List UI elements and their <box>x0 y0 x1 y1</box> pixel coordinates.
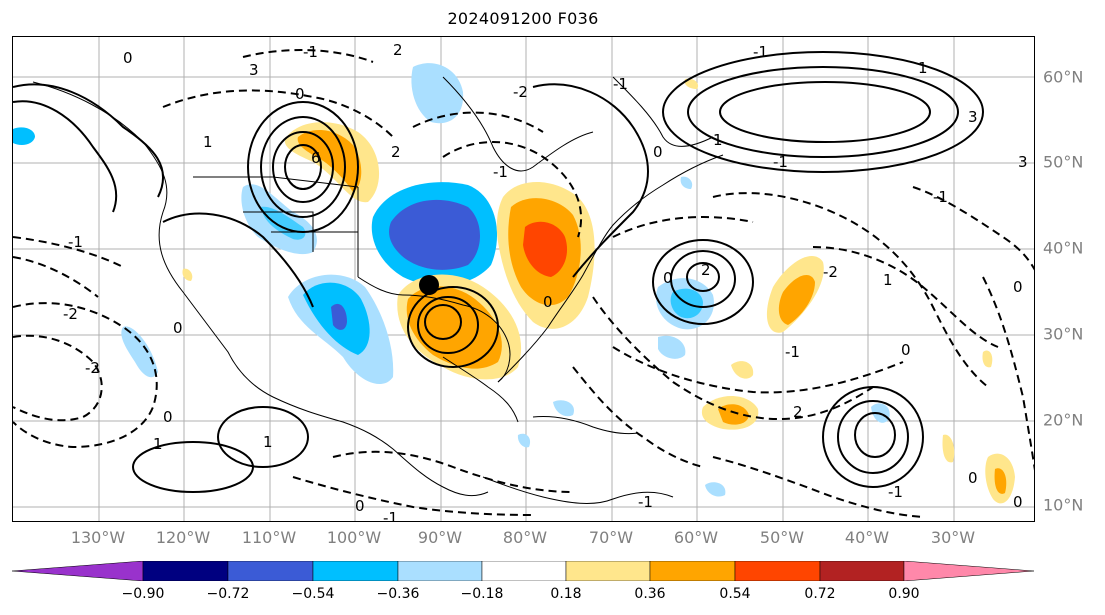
contour-label: -1 <box>613 75 628 93</box>
lon-label: 110°W <box>241 528 297 547</box>
colorbar-tick: 0.36 <box>634 586 666 602</box>
colorbar-cell <box>142 561 229 581</box>
contour-label: -1 <box>753 43 768 61</box>
lon-label: 60°W <box>673 528 719 547</box>
lat-label: 30°N <box>1043 324 1084 344</box>
colorbar-cell <box>481 561 567 581</box>
contour-label: 0 <box>123 49 133 67</box>
contour-label: 0 <box>901 341 911 359</box>
contour-label: 0 <box>543 293 553 311</box>
contour-label: -1 <box>785 343 800 361</box>
colorbar-tick: 0.90 <box>888 586 920 602</box>
contour-label: 0 <box>653 143 663 161</box>
colorbar-tick: 0.72 <box>804 586 836 602</box>
contour-label: 0 <box>663 269 673 287</box>
lon-label: 50°W <box>759 528 805 547</box>
colorbar-cell <box>397 561 483 581</box>
contour-label: 2 <box>391 143 401 161</box>
contour-label: -2 <box>823 263 838 281</box>
colorbar-tick: −0.90 <box>121 586 165 602</box>
colorbar-tick: −0.18 <box>460 586 504 602</box>
contour-label: 0 <box>355 497 365 515</box>
shading-layer <box>13 63 1015 504</box>
colorbar-tick: −0.72 <box>206 586 250 602</box>
contour-label: 3 <box>249 61 259 79</box>
colorbar-cell <box>649 561 736 581</box>
contour-label: 1 <box>203 133 213 151</box>
contour-label: 6 <box>311 149 321 167</box>
colorbar-tick: −0.36 <box>376 586 420 602</box>
lon-label: 80°W <box>502 528 548 547</box>
colorbar-tick: −0.54 <box>291 586 335 602</box>
contour-labels: -2 0 -1 0 2 -2 3 6 0 1 -1 -1 0 2 -2 -1 0… <box>63 41 1028 522</box>
plot-title: 2024091200 F036 <box>447 9 599 28</box>
contour-lines-solid <box>13 51 984 493</box>
lon-label: 30°W <box>930 528 976 547</box>
lat-label: 50°N <box>1043 152 1084 172</box>
contour-label: -2 <box>513 83 528 101</box>
contour-label: 1 <box>883 271 893 289</box>
contour-label: 3 <box>968 108 978 126</box>
lon-label: 130°W <box>70 528 126 547</box>
map-panel: -2 0 -1 0 2 -2 3 6 0 1 -1 -1 0 2 -2 -1 0… <box>12 36 1035 522</box>
lon-label: 90°W <box>417 528 463 547</box>
contour-label: -1 <box>888 483 903 501</box>
contour-label: 0 <box>173 319 183 337</box>
colorbar-cell <box>565 561 651 581</box>
contour-label: -1 <box>493 163 508 181</box>
contour-label: 1 <box>263 433 273 451</box>
contour-label: 0 <box>295 85 305 103</box>
lat-label: 40°N <box>1043 238 1084 258</box>
lon-label: 100°W <box>326 528 382 547</box>
coastlines <box>32 76 724 504</box>
contour-label: -2 <box>85 359 100 377</box>
contour-label: -1 <box>383 509 398 522</box>
lat-label: 10°N <box>1043 495 1084 515</box>
contour-label: -1 <box>68 233 83 251</box>
contour-label: 2 <box>793 403 803 421</box>
colorbar-extend-high <box>903 561 1035 581</box>
contour-label: -1 <box>303 43 318 61</box>
lon-label: 70°W <box>588 528 634 547</box>
colorbar-extend-low <box>12 561 144 581</box>
contour-label: 0 <box>1013 493 1023 511</box>
colorbar-cell <box>819 561 905 581</box>
lon-label: 40°W <box>844 528 890 547</box>
colorbar-tick: 0.18 <box>550 586 582 602</box>
colorbar-cell <box>312 561 399 581</box>
contour-label: 0 <box>1013 278 1023 296</box>
contour-label: 2 <box>393 41 403 59</box>
contour-label: -2 <box>63 305 78 323</box>
colorbar-cell <box>734 561 821 581</box>
contour-label: 3 <box>1018 153 1028 171</box>
contour-label: -1 <box>773 153 788 171</box>
lat-label: 60°N <box>1043 67 1084 87</box>
contour-label: 1 <box>713 131 723 149</box>
contour-label: 2 <box>701 261 711 279</box>
contour-label: -1 <box>638 493 653 511</box>
colorbar-cell <box>227 561 314 581</box>
map-canvas: -2 0 -1 0 2 -2 3 6 0 1 -1 -1 0 2 -2 -1 0… <box>13 37 1034 522</box>
contour-label: 0 <box>968 469 978 487</box>
contour-label: -1 <box>933 188 948 206</box>
lon-label: 120°W <box>155 528 211 547</box>
contour-label: 1 <box>918 59 928 77</box>
contour-label: 1 <box>153 435 163 453</box>
contour-lines-dashed <box>13 49 1034 518</box>
contour-label: 0 <box>163 408 173 426</box>
lat-label: 20°N <box>1043 410 1084 430</box>
storm-center-marker <box>419 275 439 295</box>
colorbar <box>12 561 1035 581</box>
colorbar-tick: 0.54 <box>719 586 751 602</box>
